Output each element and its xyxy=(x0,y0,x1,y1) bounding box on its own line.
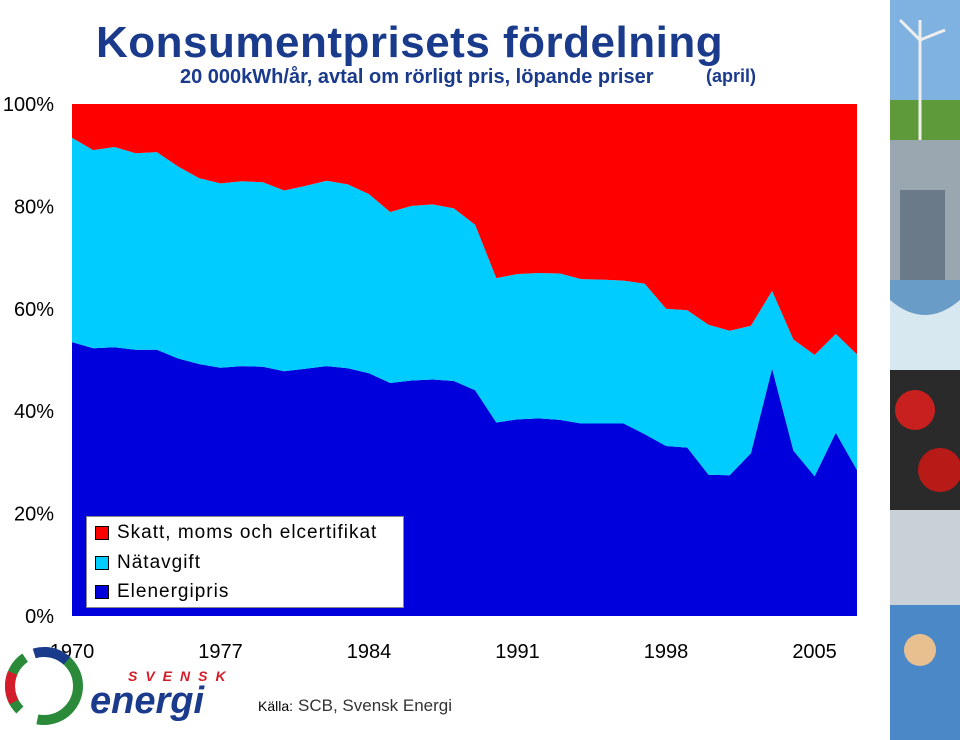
y-axis-ticks: 0% 20% 40% 60% 80% 100% xyxy=(3,94,54,628)
x-tick-label: 1984 xyxy=(347,641,392,663)
x-tick-label: 1998 xyxy=(644,641,689,663)
y-tick-label: 40% xyxy=(14,401,54,423)
logo-ring-icon xyxy=(5,647,83,725)
area-skatt xyxy=(72,104,857,355)
y-tick-label: 60% xyxy=(14,299,54,321)
legend-label-energy: Elenergipris xyxy=(117,581,230,602)
legend-item-grid: Nätavgift xyxy=(95,551,201,575)
logo-top-word: SVENSK xyxy=(128,668,234,684)
chart-subtitle-note: (april) xyxy=(706,66,757,86)
legend-label-grid: Nätavgift xyxy=(117,552,201,573)
legend-item-tax: Skatt, moms och elcertifikat xyxy=(95,521,377,545)
y-tick-label: 20% xyxy=(14,504,54,526)
photo-strip xyxy=(890,0,960,740)
source-text: SCB, Svensk Energi xyxy=(298,696,453,715)
x-axis-ticks: 1970 1977 1984 1991 1998 2005 xyxy=(50,641,837,663)
logo-main-word: energi xyxy=(90,680,205,722)
legend-swatch-tax xyxy=(95,526,109,540)
y-tick-label: 0% xyxy=(25,606,54,628)
x-tick-label: 1991 xyxy=(495,641,540,663)
legend-label-tax: Skatt, moms och elcertifikat xyxy=(117,522,378,543)
area-natavgift xyxy=(72,137,857,477)
chart-subtitle: 20 000kWh/år, avtal om rörligt pris, löp… xyxy=(180,66,654,88)
x-tick-label: 2005 xyxy=(792,641,837,663)
y-tick-label: 100% xyxy=(3,94,54,116)
legend-swatch-grid xyxy=(95,556,109,570)
legend-swatch-energy xyxy=(95,585,109,599)
x-tick-label: 1977 xyxy=(198,641,243,663)
chart-title: Konsumentprisets fördelning xyxy=(96,18,724,67)
photo-collage-icon xyxy=(890,0,960,740)
source-label: Källa: xyxy=(258,698,294,714)
chart-legend: Skatt, moms och elcertifikat Nätavgift E… xyxy=(86,516,404,608)
y-tick-label: 80% xyxy=(14,196,54,218)
legend-item-energy: Elenergipris xyxy=(95,580,229,604)
